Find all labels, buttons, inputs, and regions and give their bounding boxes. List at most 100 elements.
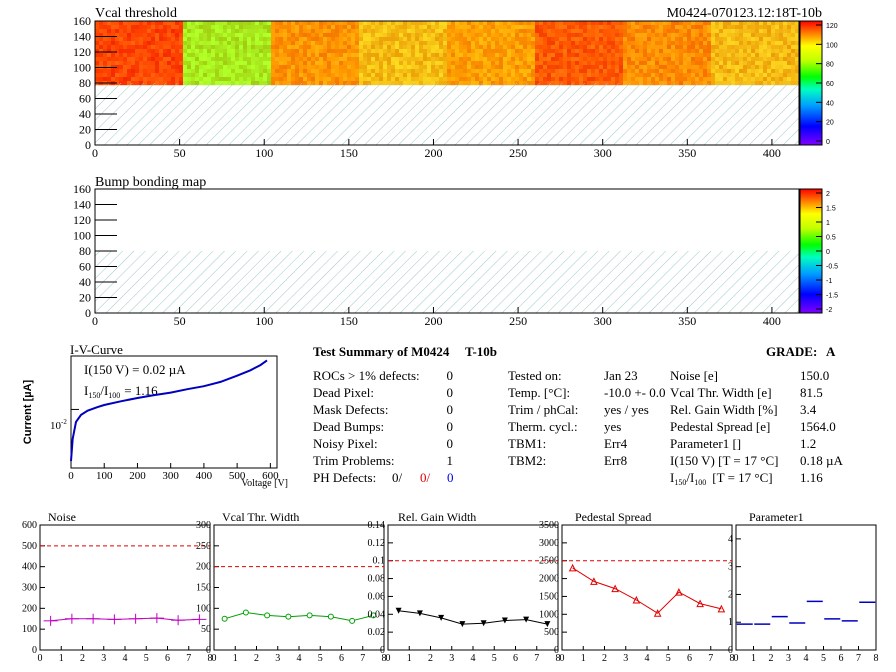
vcal-pixel-cell <box>759 65 764 70</box>
vcal-pixel-cell <box>323 41 328 46</box>
vcal-pixel-cell <box>255 45 260 50</box>
vcal-pixel-cell <box>355 69 360 74</box>
vcal-pixel-cell <box>587 33 592 38</box>
vcal-pixel-cell <box>431 49 436 54</box>
vcal-pixel-cell <box>723 49 728 54</box>
vcal-pixel-cell <box>495 21 500 26</box>
vcal-pixel-cell <box>759 29 764 34</box>
vcal-pixel-cell <box>187 57 192 62</box>
vcal-pixel-cell <box>123 73 128 78</box>
vcal-pixel-cell <box>579 69 584 74</box>
vcal-pixel-cell <box>343 65 348 70</box>
vcal-pixel-cell <box>207 69 212 74</box>
vcal-pixel-cell <box>239 61 244 66</box>
vcal-pixel-cell <box>375 45 380 50</box>
vcal-pixel-cell <box>579 53 584 58</box>
scale-label: -2 <box>826 307 832 314</box>
roc-x-tick-label: 4 <box>297 653 302 664</box>
vcal-pixel-cell <box>591 61 596 66</box>
vcal-pixel-cell <box>311 69 316 74</box>
vcal-pixel-cell <box>119 65 124 70</box>
vcal-pixel-cell <box>255 33 260 38</box>
iv-xlabel: Voltage [V] <box>241 478 288 489</box>
vcal-pixel-cell <box>191 53 196 58</box>
vcal-pixel-cell <box>223 73 228 78</box>
vcal-pixel-cell <box>387 37 392 42</box>
vcal-pixel-cell <box>247 53 252 58</box>
vcal-pixel-cell <box>735 53 740 58</box>
vcal-pixel-cell <box>635 25 640 30</box>
vcal-pixel-cell <box>443 65 448 70</box>
vcal-pixel-cell <box>251 25 256 30</box>
vcal-pixel-cell <box>327 33 332 38</box>
vcal-pixel-cell <box>335 49 340 54</box>
vcal-pixel-cell <box>563 49 568 54</box>
vcal-pixel-cell <box>511 49 516 54</box>
vcal-pixel-cell <box>275 73 280 78</box>
vcal-pixel-cell <box>439 33 444 38</box>
vcal-pixel-cell <box>255 61 260 66</box>
vcal-pixel-cell <box>371 21 376 26</box>
vcal-pixel-cell <box>391 57 396 62</box>
vcal-pixel-cell <box>171 53 176 58</box>
vcal-pixel-cell <box>403 25 408 30</box>
vcal-pixel-cell <box>167 57 172 62</box>
vcal-pixel-cell <box>163 49 168 54</box>
roc-y-tick-label: 0.06 <box>368 591 386 602</box>
vcal-pixel-cell <box>679 33 684 38</box>
vcal-pixel-cell <box>615 21 620 26</box>
vcal-pixel-cell <box>323 77 328 82</box>
vcal-pixel-cell <box>651 37 656 42</box>
vcal-pixel-cell <box>307 37 312 42</box>
vcal-pixel-cell <box>767 37 772 42</box>
vcal-pixel-cell <box>503 29 508 34</box>
vcal-pixel-cell <box>395 45 400 50</box>
vcal-pixel-cell <box>655 33 660 38</box>
vcal-pixel-cell <box>735 41 740 46</box>
vcal-pixel-cell <box>427 69 432 74</box>
vcal-pixel-cell <box>195 33 200 38</box>
vcal-pixel-cell <box>715 37 720 42</box>
vcal-pixel-cell <box>735 25 740 30</box>
vcal-pixel-cell <box>671 53 676 58</box>
vcal-pixel-cell <box>619 49 624 54</box>
vcal-pixel-cell <box>707 49 712 54</box>
vcal-pixel-cell <box>643 49 648 54</box>
vcal-pixel-cell <box>327 49 332 54</box>
vcal-pixel-cell <box>171 29 176 34</box>
vcal-pixel-cell <box>691 41 696 46</box>
vcal-pixel-cell <box>143 25 148 30</box>
vcal-pixel-cell <box>575 29 580 34</box>
vcal-pixel-cell <box>235 25 240 30</box>
vcal-pixel-cell <box>375 33 380 38</box>
vcal-pixel-cell <box>359 41 364 46</box>
vcal-pixel-cell <box>495 53 500 58</box>
vcal-pixel-cell <box>795 37 800 42</box>
vcal-pixel-cell <box>739 25 744 30</box>
vcal-pixel-cell <box>359 53 364 58</box>
vcal-pixel-cell <box>359 25 364 30</box>
vcal-pixel-cell <box>119 57 124 62</box>
vcal-pixel-cell <box>363 33 368 38</box>
roc-x-tick-label: 6 <box>513 653 518 664</box>
vcal-pixel-cell <box>355 65 360 70</box>
vcal-pixel-cell <box>411 65 416 70</box>
vcal-pixel-cell <box>139 45 144 50</box>
vcal-pixel-cell <box>155 57 160 62</box>
vcal-pixel-cell <box>315 61 320 66</box>
vcal-pixel-cell <box>615 37 620 42</box>
vcal-pixel-cell <box>639 29 644 34</box>
vcal-pixel-cell <box>267 29 272 34</box>
vcal-pixel-cell <box>555 33 560 38</box>
vcal-pixel-cell <box>459 25 464 30</box>
vcal-pixel-cell <box>95 73 100 78</box>
vcal-pixel-cell <box>111 45 116 50</box>
vcal-pixel-cell <box>515 69 520 74</box>
vcal-pixel-cell <box>687 45 692 50</box>
vcal-pixel-cell <box>203 37 208 42</box>
vcal-pixel-cell <box>443 57 448 62</box>
vcal-pixel-cell <box>95 69 100 74</box>
vcal-pixel-cell <box>543 61 548 66</box>
vcal-pixel-cell <box>323 37 328 42</box>
vcal-pixel-cell <box>159 57 164 62</box>
